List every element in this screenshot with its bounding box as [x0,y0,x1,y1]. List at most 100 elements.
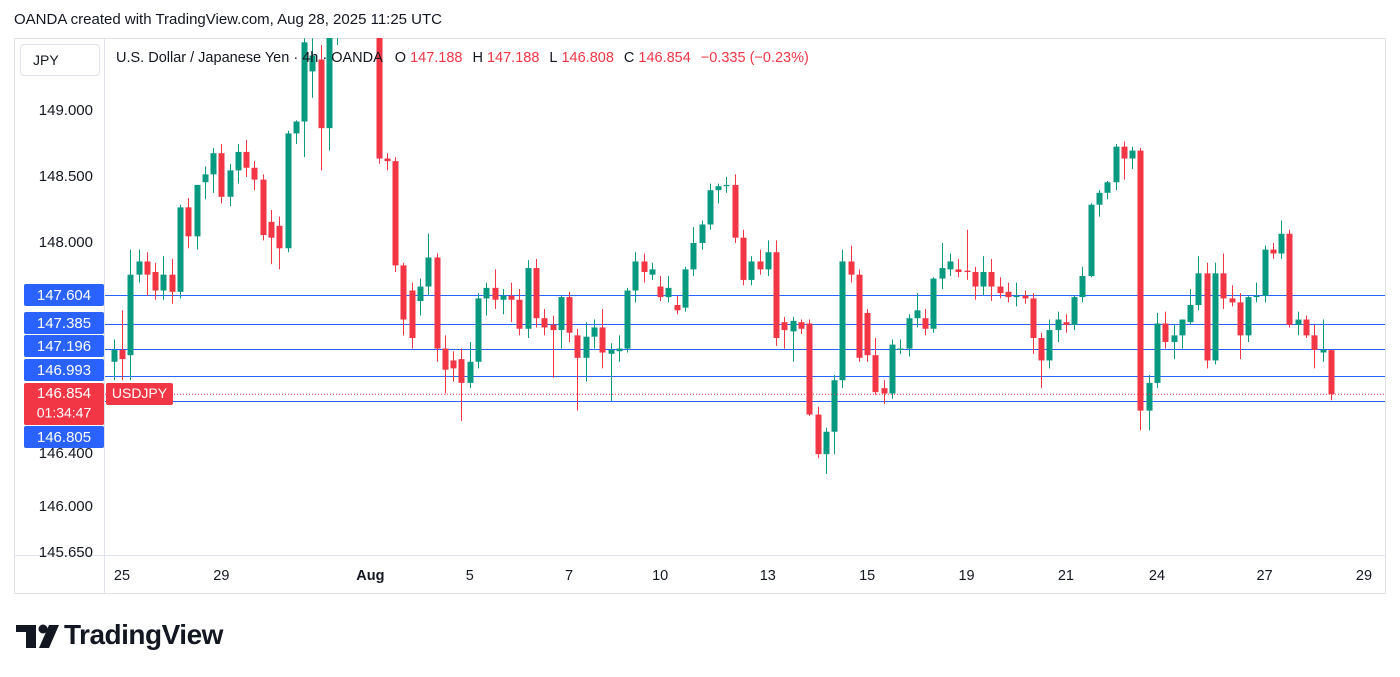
candle-body [1104,182,1111,193]
countdown-label: 01:34:47 [37,405,92,421]
candle-body [848,261,855,275]
x-tick-label: Aug [356,568,384,584]
candle-body [574,335,581,358]
x-tick-label: 10 [652,568,668,584]
candle-body [550,324,557,331]
ohlc-value: 146.808 [561,50,614,66]
candle-body [285,133,292,249]
ohlc-value: 147.188 [486,50,540,66]
candle-body [483,287,490,299]
price-label: 146.993 [37,362,91,379]
candle-body [831,380,838,432]
y-tick-label: 146.400 [39,445,93,462]
x-tick-label: 27 [1257,568,1273,584]
candle-body [632,261,639,291]
candle-body [136,261,143,275]
candle-body [400,265,407,320]
caption: OANDA created with TradingView.com, Aug … [14,11,443,28]
candle-body [765,252,772,270]
candle-body [583,336,590,358]
candle-body [434,257,441,349]
candle-body [798,322,805,329]
candle-body [815,414,822,455]
candle-body [235,151,242,171]
candle-body [1038,338,1045,361]
candle-body [1162,323,1169,342]
candle-body [376,38,383,159]
candle-body [1204,273,1211,361]
candle-body [541,318,548,328]
candle-body [624,290,631,349]
ohlc-value: 146.854 [638,50,691,66]
y-tick-label: 148.000 [39,234,93,251]
price-label-box [24,426,104,448]
current-price-label: 146.854 [37,385,91,402]
candle-body [699,224,706,243]
axes: 149.000 148.500 148.000 146.400 146.000 145.6… [24,102,1372,584]
candle-body [558,297,565,331]
symbol-title: U.S. Dollar / Japanese Yen · 4h · OANDA [116,50,383,66]
candle-body [922,318,929,329]
candle-body [914,310,921,319]
x-tick-label: 15 [859,568,875,584]
candle-body [1320,349,1327,353]
candle-body [1022,295,1029,299]
candle-body [732,184,739,238]
candle-body [1195,273,1202,306]
current-price-box [24,383,104,425]
candle-body [227,170,234,197]
candle-body [1096,192,1103,205]
candle-body [1137,150,1144,411]
candle-body [533,268,540,319]
candle-body [773,252,780,339]
price-label: 147.196 [37,338,91,355]
candle-body [790,320,797,332]
candle-body [500,295,507,300]
candle-body [897,348,904,350]
x-tick-label: 13 [760,568,776,584]
candle-body [1253,295,1260,298]
candle-body [127,274,134,356]
candle-body [1088,204,1095,276]
candle-body [1154,323,1161,383]
candle-body [450,360,457,369]
candle-body [1005,291,1012,298]
candle-body [1030,298,1037,339]
candle-body [392,161,399,266]
candle-body [194,184,201,237]
candle-body [641,261,648,273]
ohlc-letter: C [623,50,635,66]
candle-body [177,207,184,292]
x-tick-label: 7 [565,568,573,584]
currency-button[interactable]: JPY [20,44,100,76]
candle-body [872,355,879,393]
candle-body [1146,382,1153,411]
candle-body [566,297,573,333]
candle-body [806,323,813,415]
candle-body [1245,297,1252,336]
candle-body [1295,319,1302,325]
candle-body [1179,319,1186,336]
candle-body [185,207,192,237]
candle-body [409,290,416,339]
candle-body [1278,233,1285,254]
price-label-box [24,359,104,381]
candle-body [160,274,167,291]
candle-body [906,318,913,349]
price-change: −0.335 (−0.23%) [700,50,809,66]
symbol-label: USDJPY [112,385,168,401]
candle-body [276,225,283,249]
candle-body [243,151,250,168]
y-tick-label: 145.650 [39,544,93,561]
logo-text: TradingView [64,619,223,650]
candle-body [997,286,1004,294]
candle-body [591,327,598,337]
candle-body [889,344,896,394]
candle-body [1328,350,1335,395]
candle-body [326,38,333,129]
x-tick-label: 21 [1058,568,1074,584]
candle-body [1212,273,1219,361]
x-tick-label: 19 [958,568,974,584]
candle-body [674,305,681,311]
